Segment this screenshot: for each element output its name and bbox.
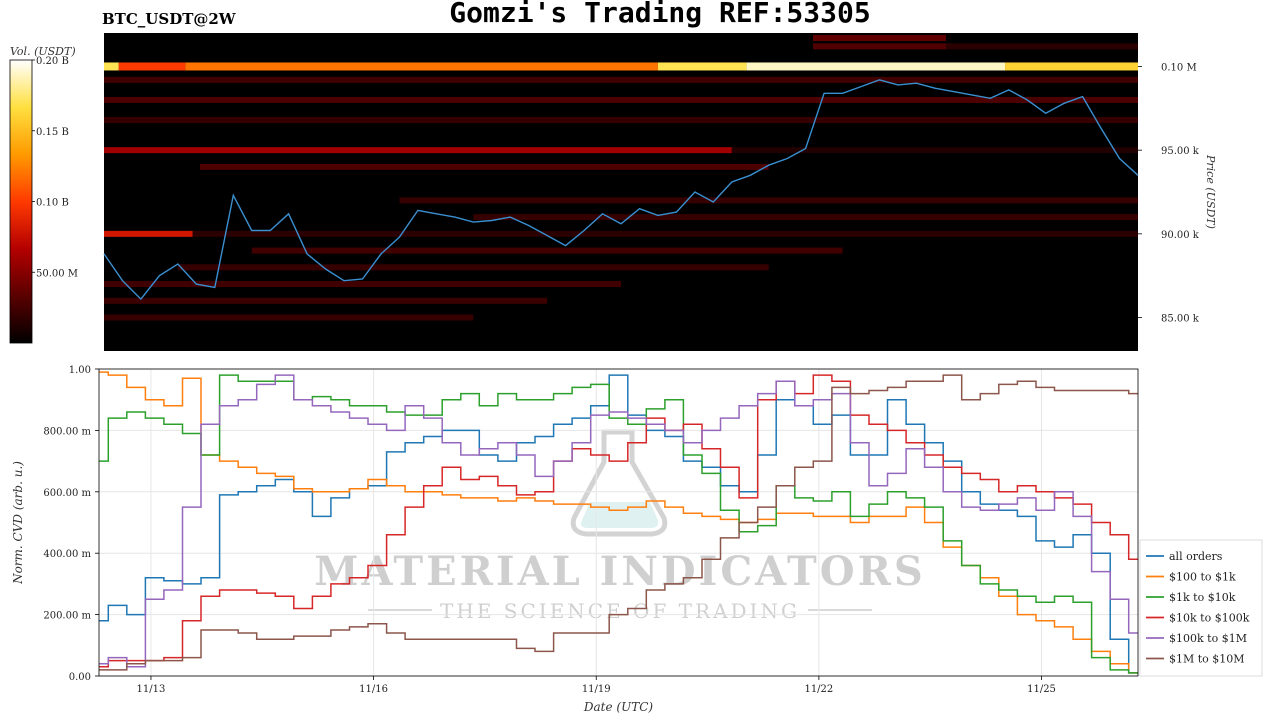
heatmap-band — [104, 147, 732, 154]
y-tick-label: 1.00 — [69, 365, 91, 376]
heatmap-band — [104, 281, 621, 288]
heatmap-band — [473, 214, 1138, 221]
heatmap-band — [104, 62, 119, 71]
x-tick-label: 11/19 — [582, 684, 611, 695]
heatmap-panel: 0.10 M 95.00 k 90.00 k 85.00 k Price (USDT) — [103, 33, 1217, 351]
watermark-tagline: THE SCIENCE OF TRADING — [440, 599, 800, 623]
cvd-panel: 1.00 800.00 m 600.00 m 400.00 m 200.00 m 0.00… — [11, 365, 1263, 714]
colorbar-tick-label: 50.00 M — [36, 268, 78, 279]
heatmap-band — [200, 163, 769, 170]
legend-label: $100k to $1M — [1169, 632, 1247, 645]
chart-title: Gomzi's Trading REF:53305 — [449, 0, 871, 29]
flask-icon — [570, 429, 668, 537]
cvd-frame — [98, 368, 1139, 677]
y-tick-label: 400.00 m — [43, 549, 91, 560]
price-axis-label: Price (USDT) — [1204, 154, 1217, 229]
y-axis-label: Norm. CVD (arb. u.) — [11, 461, 25, 585]
heatmap-band — [251, 247, 843, 254]
heatmap-band — [185, 62, 658, 71]
heatmap-band — [945, 43, 1138, 50]
colorbar-tick-label: 0.10 B — [36, 198, 69, 209]
legend-label: $1M to $10M — [1169, 653, 1245, 666]
heatmap-band — [118, 62, 186, 71]
heatmap-band — [813, 35, 946, 42]
legend-label: $100 to $1k — [1169, 571, 1236, 584]
heatmap-band — [1005, 62, 1138, 71]
x-tick-label: 11/13 — [137, 684, 166, 695]
cvd-series-line — [99, 374, 1138, 671]
y-tick-label: 0.00 — [69, 672, 91, 683]
watermark-brand: MATERIAL INDICATORS — [314, 548, 926, 595]
heatmap-band — [813, 43, 946, 50]
x-tick-label: 11/25 — [1027, 684, 1056, 695]
heatmap-band — [104, 76, 1138, 83]
pair-label: BTC_USDT@2W — [102, 10, 236, 28]
heatmap-band — [192, 230, 1139, 237]
watermark: MATERIAL INDICATORS THE SCIENCE OF TRADI… — [314, 429, 926, 623]
cvd-series-line — [99, 374, 1138, 674]
legend-box — [1139, 539, 1263, 677]
colorbar-tick-label: 0.20 B — [36, 56, 69, 67]
y-tick-label: 600.00 m — [43, 488, 91, 499]
heatmap-band — [177, 264, 769, 271]
heatmap-band — [104, 314, 474, 321]
heatmap-band — [399, 197, 1138, 204]
x-tick-label: 11/22 — [804, 684, 833, 695]
x-tick-label: 11/16 — [359, 684, 388, 695]
cvd-series-line — [99, 374, 1138, 674]
colorbar-gradient — [9, 59, 33, 344]
heatmap-band — [104, 117, 1138, 124]
cvd-series-line — [99, 374, 1138, 668]
heatmap-band — [104, 297, 548, 304]
colorbar-tick-label: 0.15 B — [36, 127, 69, 138]
heatmap-band — [746, 62, 1006, 71]
cvd-series-line — [99, 374, 1138, 668]
heatmap-band — [731, 147, 1138, 154]
y-tick-label: 200.00 m — [43, 611, 91, 622]
heatmap-band — [657, 62, 747, 71]
y-tick-label: 800.00 m — [43, 426, 91, 437]
legend: all orders $100 to $1k $1k to $10k $10k to … — [1139, 539, 1263, 677]
price-tick-label: 85.00 k — [1161, 314, 1200, 325]
x-axis-label: Date (UTC) — [583, 700, 653, 714]
legend-label: all orders — [1169, 550, 1223, 563]
price-tick-label: 0.10 M — [1161, 62, 1197, 73]
price-line — [103, 79, 1139, 301]
colorbar-label: Vol. (USDT) — [10, 45, 76, 58]
legend-label: $1k to $10k — [1169, 591, 1236, 604]
price-tick-label: 90.00 k — [1161, 230, 1200, 241]
colorbar: Vol. (USDT) 0.20 B 0.15 B 0.10 B 50.00 M — [9, 45, 78, 344]
price-tick-label: 95.00 k — [1161, 146, 1200, 157]
heatmap-band — [104, 96, 1138, 103]
legend-label: $10k to $100k — [1169, 612, 1250, 625]
heatmap-band — [104, 230, 193, 237]
